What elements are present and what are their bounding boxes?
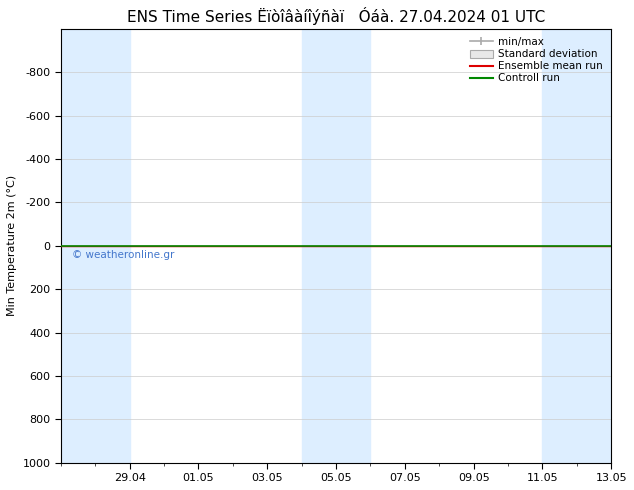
Legend: min/max, Standard deviation, Ensemble mean run, Controll run: min/max, Standard deviation, Ensemble me… [467,34,606,87]
Title: ENS Time Series Ëïòîâàíîýñàï   Óáà. 27.04.2024 01 UTC: ENS Time Series Ëïòîâàíîýñàï Óáà. 27.04.… [127,7,545,25]
Y-axis label: Min Temperature 2m (°C): Min Temperature 2m (°C) [7,175,17,317]
Bar [543,29,611,463]
Text: © weatheronline.gr: © weatheronline.gr [72,250,174,260]
Bar [302,29,370,463]
Bar [61,29,130,463]
